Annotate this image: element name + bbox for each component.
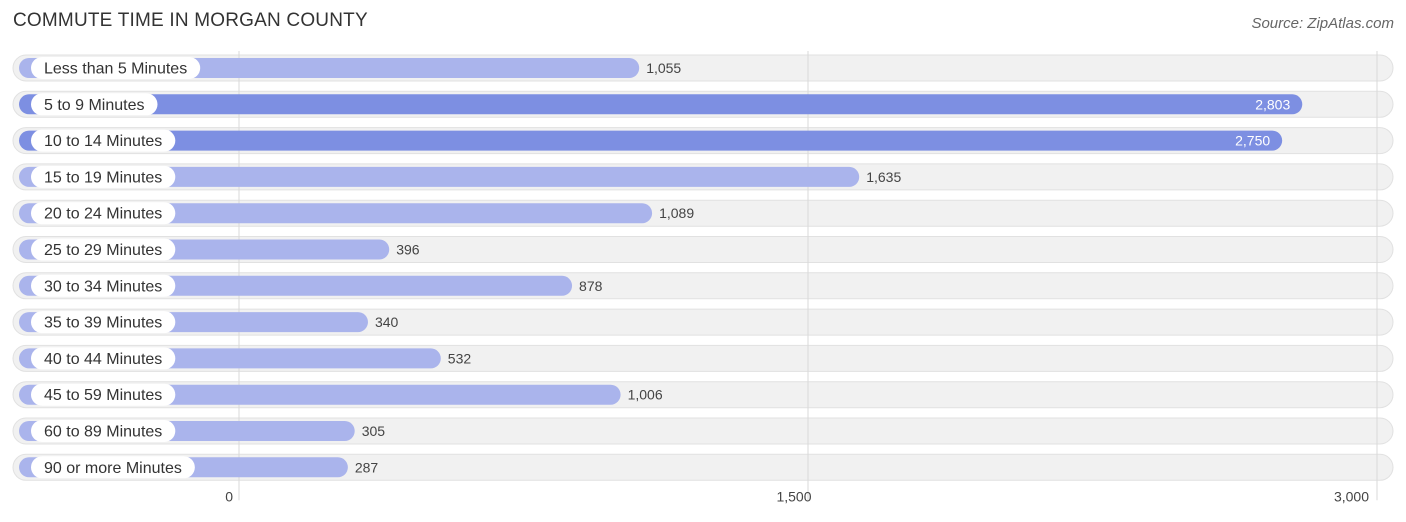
category-label: 40 to 44 Minutes bbox=[44, 351, 162, 368]
bar bbox=[19, 130, 1283, 151]
category-label: 30 to 34 Minutes bbox=[44, 278, 162, 295]
row-background bbox=[12, 453, 1394, 481]
chart-title: COMMUTE TIME IN MORGAN COUNTY bbox=[13, 10, 368, 31]
bar bbox=[19, 166, 860, 187]
category-pill bbox=[31, 420, 176, 442]
bars: Less than 5 Minutes 1,055 5 to 9 Minutes 2,… bbox=[19, 57, 1303, 479]
category-label: 45 to 59 Minutes bbox=[44, 387, 162, 404]
category-label: 25 to 29 Minutes bbox=[44, 242, 162, 259]
value-label: 1,006 bbox=[628, 387, 663, 403]
category-label: 35 to 39 Minutes bbox=[44, 315, 162, 332]
category-pill bbox=[31, 347, 176, 370]
value-label: 532 bbox=[448, 350, 472, 366]
x-axis-ticks: 0 1,500 3,000 bbox=[225, 488, 1369, 504]
x-tick-label: 1,500 bbox=[776, 488, 811, 504]
category-label: 15 to 19 Minutes bbox=[44, 169, 162, 186]
value-label: 1,635 bbox=[866, 169, 901, 185]
category-pill bbox=[31, 57, 201, 79]
bar bbox=[19, 203, 653, 224]
category-label: 10 to 14 Minutes bbox=[44, 133, 162, 150]
value-label: 396 bbox=[396, 242, 420, 258]
category-pill bbox=[31, 129, 176, 152]
category-label: 90 or more Minutes bbox=[44, 460, 182, 477]
category-label: 60 to 89 Minutes bbox=[44, 424, 162, 441]
category-label: 5 to 9 Minutes bbox=[44, 97, 145, 114]
value-label: 1,089 bbox=[659, 205, 694, 221]
category-pill bbox=[31, 238, 176, 261]
row-background bbox=[12, 417, 1394, 445]
category-pill bbox=[31, 202, 176, 225]
value-label: 305 bbox=[362, 423, 386, 439]
x-tick-label: 3,000 bbox=[1334, 488, 1369, 504]
category-label: Less than 5 Minutes bbox=[44, 61, 187, 78]
source-label: Source: ZipAtlas.com bbox=[1251, 15, 1394, 32]
category-pill bbox=[31, 311, 176, 334]
category-pill bbox=[31, 274, 176, 297]
category-pill bbox=[31, 456, 195, 479]
value-label: 287 bbox=[355, 459, 379, 475]
category-label: 20 to 24 Minutes bbox=[44, 206, 162, 223]
category-pill bbox=[31, 93, 158, 116]
value-label: 340 bbox=[375, 314, 399, 330]
category-pill bbox=[31, 383, 176, 406]
bar bbox=[19, 94, 1303, 115]
value-label: 878 bbox=[579, 278, 603, 294]
value-label: 2,803 bbox=[1255, 96, 1290, 112]
value-label: 2,750 bbox=[1235, 133, 1270, 149]
category-pill bbox=[31, 165, 176, 188]
value-label: 1,055 bbox=[646, 60, 681, 76]
x-tick-label: 0 bbox=[225, 488, 233, 504]
row-backgrounds bbox=[12, 54, 1394, 481]
